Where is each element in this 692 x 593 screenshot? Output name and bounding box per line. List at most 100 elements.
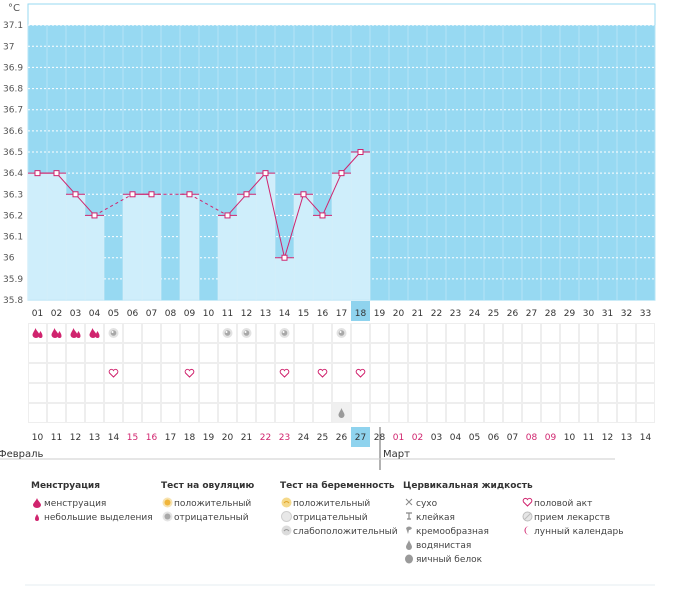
date-label: 13 (621, 433, 632, 443)
date-label: 10 (564, 433, 576, 443)
date-label: 10 (32, 433, 44, 443)
legend-cervical-title: Цервикальная жидкость (403, 481, 533, 491)
temperature-bar (293, 194, 314, 301)
marker-cell (351, 383, 370, 403)
temperature-line-segment (303, 193, 323, 216)
marker-cell (484, 363, 503, 383)
marker-cell (123, 403, 142, 423)
marker-cell (389, 363, 408, 383)
legend-item-sticky: клейкая (403, 511, 533, 525)
current-date-highlight (351, 427, 370, 447)
temperature-line-segment (341, 151, 361, 174)
legend-item-creamy: кремообразная (403, 525, 533, 539)
legend-item-medication: прием лекарств (521, 511, 624, 525)
cycle-day-label: 02 (51, 309, 62, 319)
marker-cell (294, 343, 313, 363)
test-negative-icon (282, 331, 285, 333)
marker-cell (218, 403, 237, 423)
watery-icon (403, 539, 415, 555)
cycle-day-label: 18 (355, 309, 367, 319)
marker-cell (617, 403, 636, 423)
marker-cell (560, 323, 579, 343)
temperature-bar (122, 194, 143, 301)
date-label: 07 (507, 433, 518, 443)
marker-cell (123, 343, 142, 363)
marker-cell (199, 403, 218, 423)
marker-cell (465, 383, 484, 403)
date-label: 16 (146, 433, 158, 443)
marker-cell (503, 383, 522, 403)
marker-cell (636, 403, 655, 423)
marker-cell (199, 383, 218, 403)
heart-icon (108, 368, 119, 378)
marker-cell (313, 343, 332, 363)
marker-cell (237, 403, 256, 423)
marker-cell (408, 383, 427, 403)
marker-cell (427, 403, 446, 423)
sticky-icon (403, 511, 415, 526)
marker-cell (294, 383, 313, 403)
marker-cell (617, 363, 636, 383)
cycle-day-label: 09 (184, 309, 196, 319)
cycle-day-label: 16 (317, 309, 329, 319)
date-label: 22 (260, 433, 271, 443)
marker-cell (218, 383, 237, 403)
marker-cell (237, 383, 256, 403)
marker-cell (332, 343, 351, 363)
marker-cell (199, 363, 218, 383)
marker-cell (47, 383, 66, 403)
temperature-bar (255, 172, 276, 301)
marker-cell (161, 403, 180, 423)
temperature-bar (350, 151, 371, 301)
marker-cell (636, 323, 655, 343)
marker-cell (636, 383, 655, 403)
temperature-point (129, 191, 136, 198)
cycle-day-label: 30 (583, 309, 595, 319)
legend-pregnancy-title: Тест на беременность (280, 481, 395, 491)
marker-cell (541, 323, 560, 343)
marker-cell (370, 343, 389, 363)
legend-ovulation-title: Тест на овуляцию (161, 481, 255, 491)
temperature-line-segment (189, 193, 228, 216)
temperature-point (34, 170, 41, 177)
legend-item-moon: лунный календарь (521, 525, 624, 539)
menstruation-drop-icon (57, 331, 62, 338)
marker-cell (579, 403, 598, 423)
cycle-day-label: 20 (393, 309, 405, 319)
marker-cell (560, 363, 579, 383)
marker-cell (389, 323, 408, 343)
temperature-bar (274, 257, 295, 301)
marker-cell (541, 363, 560, 383)
legend-item-menstruation: менструация (31, 497, 153, 511)
date-label: 08 (526, 433, 538, 443)
marker-cell (123, 323, 142, 343)
marker-cell (503, 343, 522, 363)
cycle-day-label: 22 (431, 309, 442, 319)
marker-cell (522, 403, 541, 423)
marker-cell (313, 403, 332, 423)
marker-cell (484, 383, 503, 403)
marker-cell (370, 383, 389, 403)
legend-pregnancy: Тест на беременность положительный отриц… (280, 481, 398, 539)
temperature-bar (65, 194, 86, 301)
marker-cell (237, 343, 256, 363)
legend-label: прием лекарств (534, 513, 611, 523)
marker-cell (161, 383, 180, 403)
menstruation-drop-icon (32, 328, 40, 338)
marker-cell (313, 383, 332, 403)
y-tick-label: 36 (3, 254, 15, 264)
moon-icon (521, 525, 533, 541)
marker-cell (617, 383, 636, 403)
marker-cell (408, 363, 427, 383)
date-label: 15 (127, 433, 138, 443)
marker-cell (446, 363, 465, 383)
temperature-line-segment (246, 172, 266, 195)
heart-icon (521, 497, 533, 512)
marker-cell (28, 383, 47, 403)
date-label: 12 (70, 433, 81, 443)
cycle-day-label: 04 (89, 309, 101, 319)
date-label: 12 (602, 433, 613, 443)
date-label: 25 (317, 433, 328, 443)
y-tick-label: 36.9 (3, 63, 23, 73)
cycle-day-label: 27 (526, 309, 537, 319)
